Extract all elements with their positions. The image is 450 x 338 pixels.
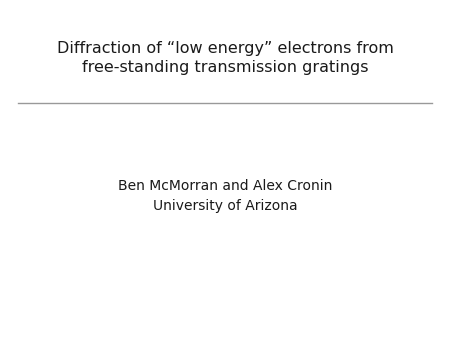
Text: Diffraction of “low energy” electrons from
free-standing transmission gratings: Diffraction of “low energy” electrons fr… [57,41,393,75]
Text: Ben McMorran and Alex Cronin
University of Arizona: Ben McMorran and Alex Cronin University … [118,179,332,213]
